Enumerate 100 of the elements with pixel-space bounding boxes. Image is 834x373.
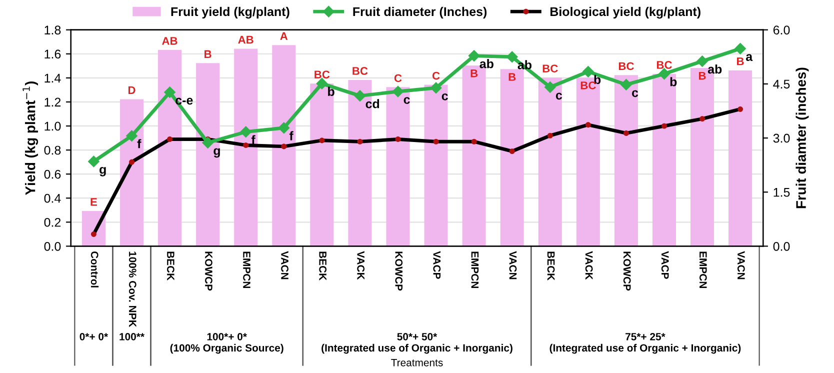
data-label: E — [90, 198, 97, 206]
data-label: f — [289, 131, 294, 140]
data-label: BC — [542, 64, 558, 72]
x-tick-label: VACP — [433, 251, 441, 279]
bar — [310, 84, 334, 246]
y-tick-label: 0.4 — [44, 194, 61, 203]
x-tick-label: EMPCN — [243, 252, 250, 288]
legend-label: Fruit yield (kg/plant) — [171, 6, 290, 19]
y-tick-label: 0.8 — [44, 146, 61, 155]
data-label: B — [698, 72, 706, 80]
data-label: BC — [314, 70, 330, 78]
data-label: b — [594, 74, 601, 84]
bar — [728, 70, 752, 246]
data-label: B — [737, 58, 744, 66]
data-label: B — [470, 70, 478, 78]
bar — [120, 99, 144, 246]
point — [620, 79, 632, 90]
point — [354, 90, 366, 102]
x-tick-label: BECK — [166, 252, 174, 280]
bar — [424, 84, 448, 246]
y-tick-label: 1.6 — [44, 50, 61, 59]
data-label: cd — [366, 99, 380, 108]
point — [316, 78, 328, 90]
point — [734, 42, 746, 54]
point — [582, 66, 594, 78]
point — [164, 86, 176, 98]
data-label: BC — [352, 67, 368, 75]
data-label: b — [328, 86, 334, 96]
x-tick-label: VACP — [661, 251, 669, 279]
bar — [500, 69, 524, 246]
x-tick-label: EMPCN — [699, 252, 707, 288]
point — [468, 50, 480, 62]
y-tick-label: 0.2 — [44, 218, 61, 227]
x-tick-label: VACK — [585, 251, 593, 280]
y2-tick-label: 6.0 — [773, 26, 790, 34]
text: 75*+ 25* (Integrated use of Organic + Inorganic) — [550, 332, 741, 354]
bar — [196, 63, 220, 246]
data-label: B — [204, 50, 212, 58]
point — [544, 82, 556, 93]
x-tick-label: Control — [90, 251, 99, 288]
bar — [386, 87, 410, 246]
data-label: g — [100, 166, 106, 176]
x-tick-label: VACK — [357, 251, 365, 280]
bar — [538, 78, 562, 246]
x-tick-label: BECK — [319, 252, 326, 280]
point — [278, 122, 290, 134]
x-tick-label: BECK — [547, 252, 555, 280]
data-label: D — [128, 86, 136, 94]
legend-label: Biological yield (kg/plant) — [550, 6, 700, 19]
point — [88, 156, 100, 168]
data-label: c — [404, 97, 410, 104]
y-tick-label: 1.8 — [44, 26, 61, 34]
x-tick-label: EMPCN — [471, 252, 479, 288]
data-label: BC — [618, 62, 634, 70]
x-tick-label: VACN — [281, 251, 288, 280]
data-label: C — [394, 74, 402, 82]
y2-tick-label: 0.0 — [773, 242, 790, 251]
data-label: BC — [580, 81, 596, 90]
bar — [614, 75, 638, 246]
data-label: c — [556, 92, 562, 100]
x-tick-label: KOWCP — [205, 252, 212, 291]
point — [430, 82, 442, 94]
point — [126, 130, 138, 142]
data-label: C — [432, 72, 440, 80]
data-label: c — [442, 93, 448, 100]
y2-tick-label: 1.5 — [774, 188, 790, 197]
point — [658, 68, 670, 80]
data-label: b — [670, 77, 677, 86]
y2-tick-label: 4.5 — [773, 80, 790, 89]
data-label: A — [280, 32, 288, 40]
x-axis-title: Treatments — [391, 359, 443, 366]
data-label: BC — [656, 61, 672, 69]
y2-tick-label: 3.0 — [773, 134, 790, 143]
data-label: ab — [708, 64, 722, 74]
point — [392, 86, 404, 98]
x-tick-label: KOWCP — [623, 252, 631, 291]
data-label: f — [137, 139, 142, 148]
data-label: a — [746, 54, 753, 62]
point — [506, 51, 518, 62]
data-label: B — [508, 73, 516, 81]
point — [240, 126, 252, 138]
y2-axis-title: Fruit diamter (inches) — [796, 68, 809, 208]
bar — [272, 45, 296, 246]
data-label: AB — [238, 36, 254, 44]
data-label: AB — [162, 37, 178, 45]
bar — [234, 48, 258, 246]
text: 0*+ 0* — [80, 332, 108, 340]
text: 50*+ 50* (Integrated use of Organic + Inorganic) — [322, 332, 512, 354]
data-label: ab — [480, 59, 494, 68]
x-tick-label: KOWCP — [395, 252, 403, 291]
y-axis-title: Yield (kg plant$^{−1}$) — [22, 82, 38, 195]
x-tick-label: VACN — [509, 251, 517, 280]
point — [202, 137, 214, 148]
y-tick-label: 1.2 — [44, 98, 61, 106]
x-tick-label: 100% Cov. NPK — [128, 252, 136, 328]
y-tick-label: 0.0 — [44, 242, 61, 251]
legend-label: Fruit diameter (Inches) — [353, 6, 487, 19]
bar — [652, 74, 676, 246]
data-label: c — [632, 90, 638, 98]
x-tick-label: VACN — [737, 251, 745, 280]
